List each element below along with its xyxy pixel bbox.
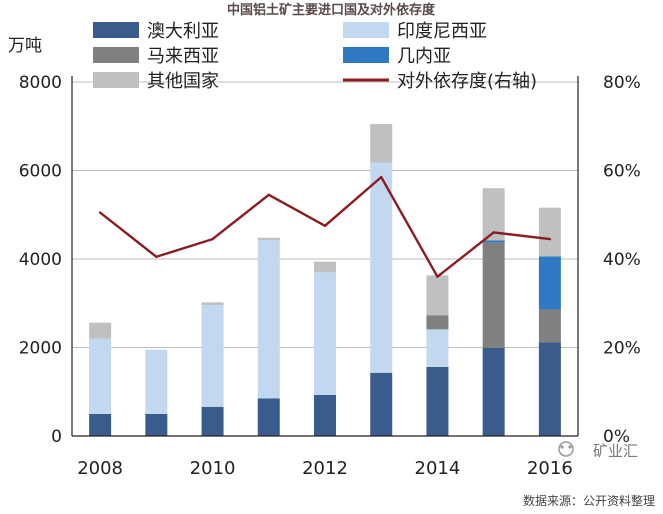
x-tick-label: 2016 [527,458,573,479]
y2-tick-label: 80% [603,73,641,93]
y2-tick-label: 60% [603,162,641,182]
line-point-2011 [267,193,270,197]
bar-segment-2014-0 [426,366,449,436]
y-tick-label: 6000 [19,162,62,182]
line-point-2016 [548,237,552,241]
line-point-2010 [211,237,214,241]
x-tick-label: 2014 [415,458,461,479]
line-point-2013 [380,175,383,179]
line-point-2014 [436,275,439,278]
bar-segment-2008-0 [89,413,112,436]
bar-segment-2011-0 [257,398,280,436]
bar-segment-2012-0 [314,394,336,436]
legend-label: 对外依存度(右轴) [397,71,537,92]
bar-segment-2014-4 [426,275,449,316]
legend-swatch [93,22,139,38]
bar-segment-2013-1 [370,162,393,373]
bar-segment-2013-0 [370,372,393,436]
watermark-text: 矿业汇 [593,442,638,460]
watermark-logo-dot [560,445,564,449]
y-tick-label: 2000 [19,339,62,359]
bar-segment-2016-0 [538,342,561,436]
chart-title: 中国铝土矿主要进口国及对外依存度 [227,2,436,18]
dependency-line-group [98,175,552,278]
bar-segment-2016-2 [538,309,561,343]
y2-tick-label: 40% [603,250,641,270]
legend-swatch [93,47,139,63]
bar-segment-2015-0 [482,347,505,436]
bar-segment-2010-0 [201,406,224,436]
watermark: 矿业汇 [558,441,638,460]
y-tick-label: 0 [51,427,62,447]
bar-segment-2015-2 [482,242,505,348]
bar-segment-2008-1 [89,338,112,414]
line-point-2009 [155,255,158,258]
source-note: 数据来源：公开资料整理 [523,493,655,508]
bar-segment-2016-3 [538,256,561,310]
bar-segment-2011-4 [257,237,280,240]
y-tick-label: 8000 [19,73,62,93]
legend-swatch [343,47,389,63]
legend-swatch [93,72,139,88]
bar-segment-2013-4 [370,124,393,163]
bar-segment-2010-1 [201,305,224,407]
watermark-logo-icon [558,441,574,457]
bar-group [89,124,561,436]
bar-segment-2016-4 [538,207,561,257]
legend-label: 马来西亚 [147,46,219,67]
bar-segment-2011-1 [257,239,280,399]
y2-tick-label: 0% [603,427,630,447]
legend-label: 澳大利亚 [147,21,219,42]
bar-segment-2015-4 [482,188,505,241]
bar-segment-2012-4 [314,261,336,273]
y-axis-unit-label: 万吨 [8,36,42,56]
legend-label: 其他国家 [147,71,219,92]
bar-segment-2009-0 [145,413,168,436]
x-tick-label: 2010 [190,458,236,479]
line-point-2015 [492,231,495,234]
bar-segment-2015-3 [482,240,505,243]
x-tick-label: 2012 [302,458,348,479]
legend-label: 几内亚 [397,46,451,67]
tick-labels: 0 2000 4000 6000 8000 0% 20% 40% 60% 80% 2008 2010 2… [19,73,641,479]
bar-segment-2008-4 [89,322,112,339]
axes [71,76,579,437]
legend-swatch [343,22,389,38]
line-point-2008 [98,211,102,214]
bar-segment-2014-1 [426,329,449,367]
bar-segment-2009-1 [145,349,168,414]
watermark-logo-dot [568,445,572,449]
y-tick-label: 4000 [19,250,62,270]
line-point-2012 [323,224,327,228]
bar-segment-2010-4 [201,302,224,306]
bar-segment-2012-1 [314,272,336,395]
bar-segment-2014-2 [426,315,449,330]
legend-label: 印度尼西亚 [397,21,487,42]
x-tick-label: 2008 [77,458,123,479]
y2-tick-label: 20% [603,339,641,359]
